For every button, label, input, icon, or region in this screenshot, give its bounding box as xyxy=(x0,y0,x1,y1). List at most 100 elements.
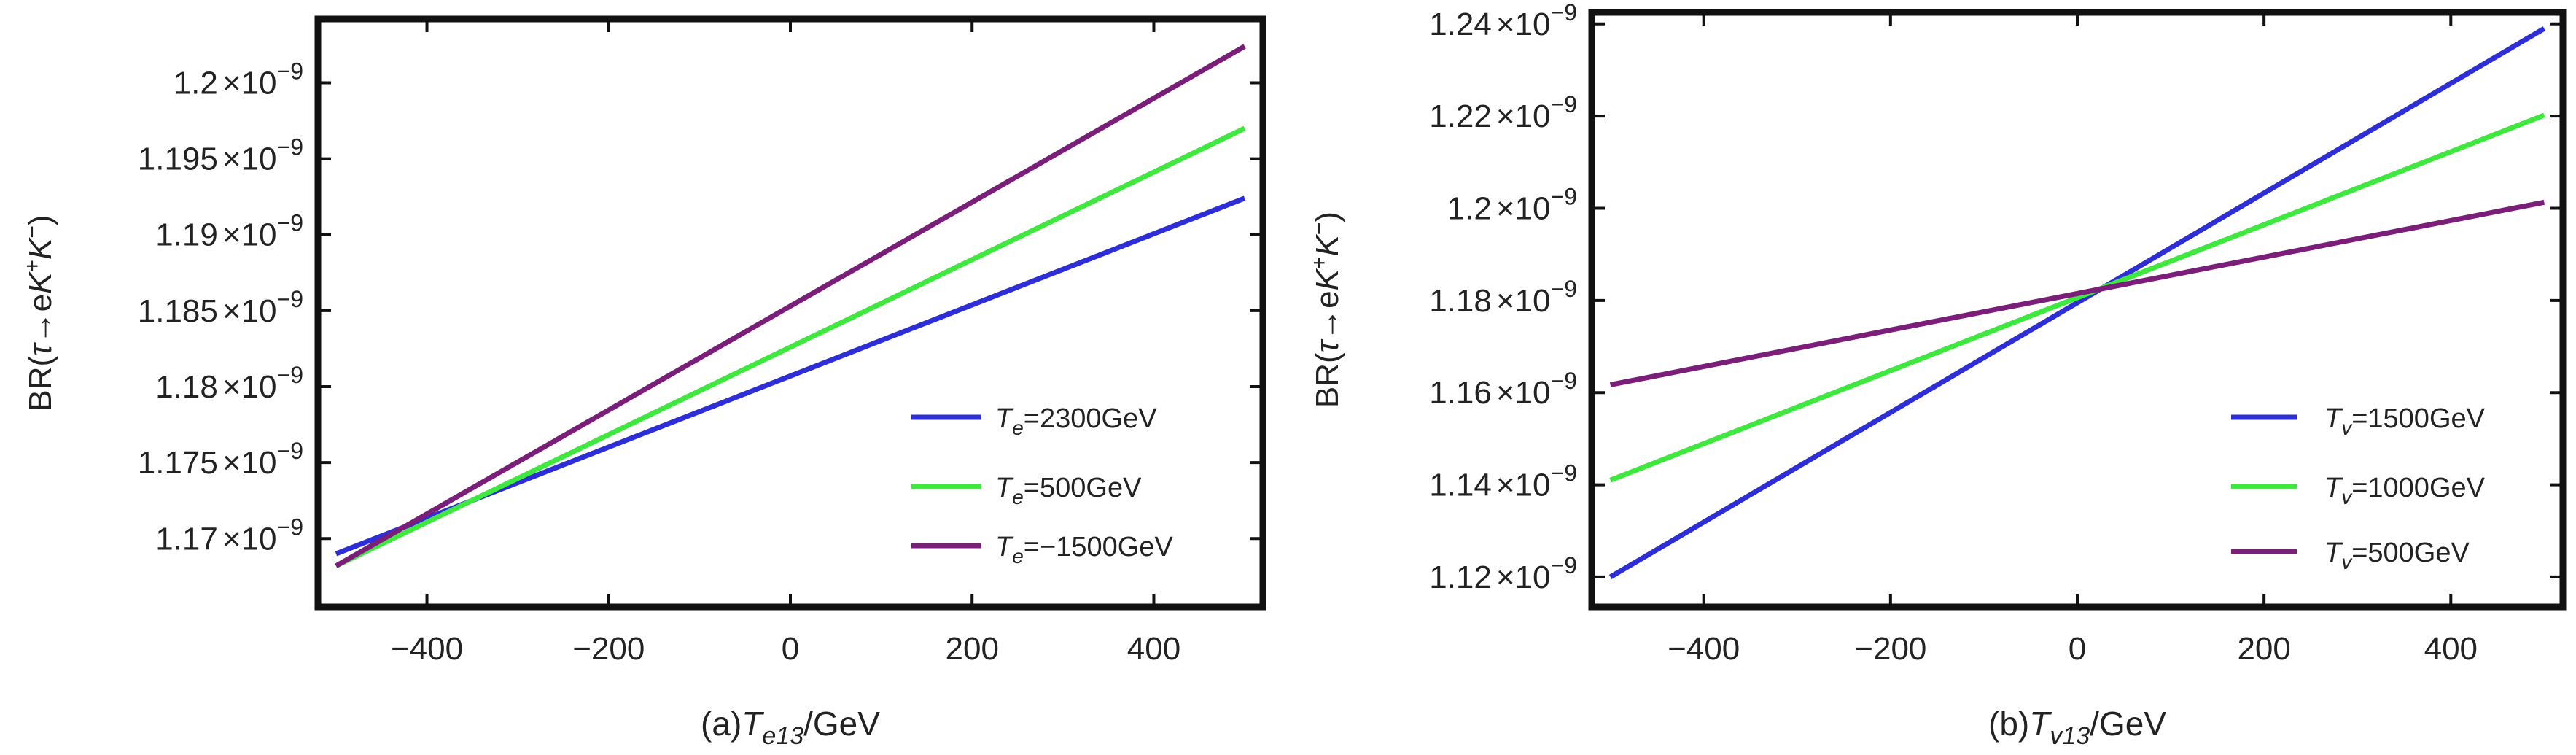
y-tick-times: × xyxy=(1496,375,1515,411)
y-tick-label: 1.12 ×10−9 xyxy=(1429,552,1577,595)
x-tick-label: −200 xyxy=(572,631,645,667)
legend-rest: =500GeV xyxy=(1024,473,1142,503)
y-tick-base: 10 xyxy=(241,293,277,329)
y-tick-times: × xyxy=(1496,98,1515,134)
x-tick-label: 0 xyxy=(782,631,799,667)
x-label-var: T xyxy=(2029,705,2052,743)
y-label-k1: K xyxy=(23,271,58,294)
x-tick-label: 0 xyxy=(2069,631,2086,667)
legend-label-3: Te=−1500GeV xyxy=(995,532,1173,568)
y-tick-exponent: −9 xyxy=(277,210,303,236)
y-tick-mantissa: 1.14 xyxy=(1429,468,1492,503)
x-label-suffix: /GeV xyxy=(803,705,880,743)
legend-var: T xyxy=(995,532,1014,562)
y-tick-label: 1.24 ×10−9 xyxy=(1429,0,1577,42)
legend-rest: =1000GeV xyxy=(2351,473,2485,503)
y-tick-base: 10 xyxy=(241,445,277,481)
y-tick-base: 10 xyxy=(1515,98,1551,134)
y-axis-label: BR(τ→eK+K−) xyxy=(1307,212,1345,408)
y-tick-label: 1.175 ×10−9 xyxy=(138,438,303,481)
legend-var: T xyxy=(2324,403,2343,434)
y-tick-base: 10 xyxy=(241,65,277,101)
y-tick-exponent: −9 xyxy=(1551,276,1577,302)
x-tick-label: 200 xyxy=(946,631,999,667)
legend-rest: =1500GeV xyxy=(2351,403,2485,434)
y-tick-mantissa: 1.175 xyxy=(138,445,218,481)
y-tick-mantissa: 1.17 xyxy=(155,521,218,557)
y-label-close: ) xyxy=(23,214,58,225)
y-tick-exponent: −9 xyxy=(1551,91,1577,117)
y-tick-exponent: −9 xyxy=(277,438,303,464)
y-label-e: e xyxy=(23,294,58,311)
legend-sub: v xyxy=(2341,486,2353,508)
y-tick-exponent: −9 xyxy=(1551,552,1577,578)
y-tick-base: 10 xyxy=(241,142,277,177)
legend-rest: =500GeV xyxy=(2351,538,2470,568)
y-tick-base: 10 xyxy=(1515,375,1551,411)
y-tick-base: 10 xyxy=(241,369,277,405)
legend-sub: v xyxy=(2341,417,2353,439)
series-line-2 xyxy=(1609,112,2545,483)
y-tick-mantissa: 1.2 xyxy=(174,65,218,101)
y-tick-exponent: −9 xyxy=(277,134,303,160)
legend-var: T xyxy=(2324,473,2343,503)
y-label-sup1: + xyxy=(1307,256,1331,269)
y-label-arrow: → xyxy=(23,311,58,344)
y-tick-label: 1.2 ×10−9 xyxy=(1447,184,1577,227)
y-tick-times: × xyxy=(222,369,241,405)
x-label-sub: e13 xyxy=(762,722,803,750)
y-tick-times: × xyxy=(1496,191,1515,227)
legend-label-2: Tv=1000GeV xyxy=(2324,473,2486,508)
y-tick-label: 1.22 ×10−9 xyxy=(1429,91,1577,134)
y-tick-times: × xyxy=(222,521,241,557)
y-tick-times: × xyxy=(222,445,241,481)
y-tick-mantissa: 1.19 xyxy=(155,217,218,253)
x-tick-label: −400 xyxy=(391,631,463,667)
y-tick-mantissa: 1.24 xyxy=(1429,7,1492,42)
y-tick-times: × xyxy=(222,217,241,253)
y-label-k2: K xyxy=(1310,233,1345,256)
y-axis-label: BR(τ→eK+K−) xyxy=(20,214,58,411)
legend-sub: e xyxy=(1012,486,1024,508)
y-tick-exponent: −9 xyxy=(1551,368,1577,394)
y-tick-exponent: −9 xyxy=(277,362,303,388)
legend-sub: e xyxy=(1012,545,1024,568)
x-axis-label: (b)Tv13/GeV xyxy=(1988,705,2166,750)
legend-var: T xyxy=(2324,538,2343,568)
y-tick-label: 1.185 ×10−9 xyxy=(138,286,303,329)
x-tick-label: 400 xyxy=(1127,631,1180,667)
y-tick-mantissa: 1.16 xyxy=(1429,375,1492,411)
y-tick-label: 1.18 ×10−9 xyxy=(1429,276,1577,319)
y-tick-exponent: −9 xyxy=(1551,460,1577,487)
y-label-arrow: → xyxy=(1310,309,1345,341)
y-label-sup2: − xyxy=(1307,222,1331,236)
y-tick-label: 1.195 ×10−9 xyxy=(138,134,303,177)
y-tick-base: 10 xyxy=(1515,560,1551,595)
y-tick-base: 10 xyxy=(1515,468,1551,503)
legend-var: T xyxy=(995,473,1014,503)
x-tick-label: 200 xyxy=(2237,631,2290,667)
y-tick-mantissa: 1.2 xyxy=(1447,191,1492,227)
x-label-prefix: (b) xyxy=(1988,705,2029,743)
y-tick-times: × xyxy=(222,142,241,177)
y-tick-exponent: −9 xyxy=(277,58,303,84)
y-label-pre: BR( xyxy=(23,355,58,411)
y-label-sup1: + xyxy=(20,260,44,273)
y-tick-mantissa: 1.195 xyxy=(138,142,218,177)
legend-sub: e xyxy=(1012,417,1024,439)
y-tick-base: 10 xyxy=(1515,283,1551,319)
y-tick-base: 10 xyxy=(1515,191,1551,227)
legend-rest: =2300GeV xyxy=(1024,403,1157,434)
y-tick-times: × xyxy=(222,293,241,329)
y-label-sup2: − xyxy=(20,225,44,239)
y-tick-times: × xyxy=(1496,468,1515,503)
series-line-2 xyxy=(335,125,1246,568)
y-tick-base: 10 xyxy=(241,521,277,557)
y-tick-mantissa: 1.22 xyxy=(1429,98,1492,134)
x-label-var: T xyxy=(742,705,764,743)
